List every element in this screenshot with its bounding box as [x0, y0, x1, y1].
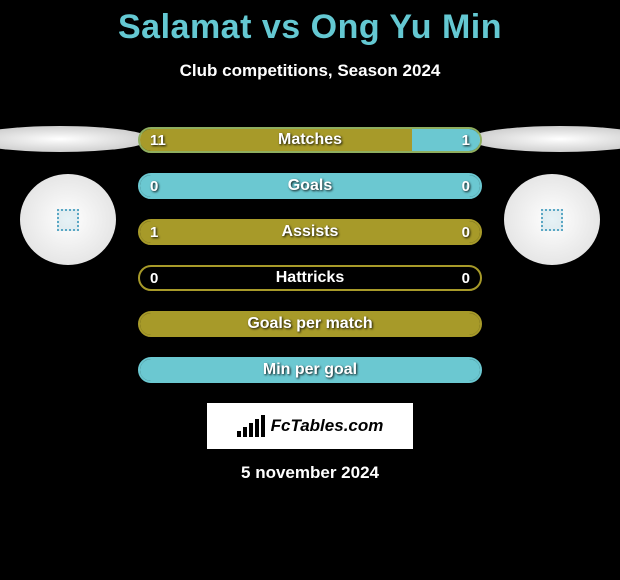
date-line: 5 november 2024	[0, 463, 620, 483]
bar-label: Matches	[140, 129, 480, 151]
fctables-logo: FcTables.com	[207, 403, 413, 449]
stat-bar: Min per goal	[138, 357, 482, 383]
page-subtitle: Club competitions, Season 2024	[0, 61, 620, 81]
bar-label: Min per goal	[140, 359, 480, 381]
stat-bar: 10Assists	[138, 219, 482, 245]
bar-label: Goals	[140, 175, 480, 197]
bar-label: Hattricks	[140, 267, 480, 289]
stat-bar: Goals per match	[138, 311, 482, 337]
comparison-bars: 111Matches 00Goals 10Assists 00Hattricks Goa…	[138, 127, 482, 383]
logo-text: FcTables.com	[271, 416, 384, 436]
left-ellipse-decoration	[0, 126, 150, 152]
right-ellipse-decoration	[470, 126, 620, 152]
stat-bar: 00Hattricks	[138, 265, 482, 291]
logo-bar-icon	[237, 415, 265, 437]
player-left-avatar	[20, 174, 116, 265]
bar-label: Assists	[140, 221, 480, 243]
stat-bar: 111Matches	[138, 127, 482, 153]
bar-label: Goals per match	[140, 313, 480, 335]
stat-bar: 00Goals	[138, 173, 482, 199]
player-right-avatar	[504, 174, 600, 265]
page-title: Salamat vs Ong Yu Min	[0, 0, 620, 47]
